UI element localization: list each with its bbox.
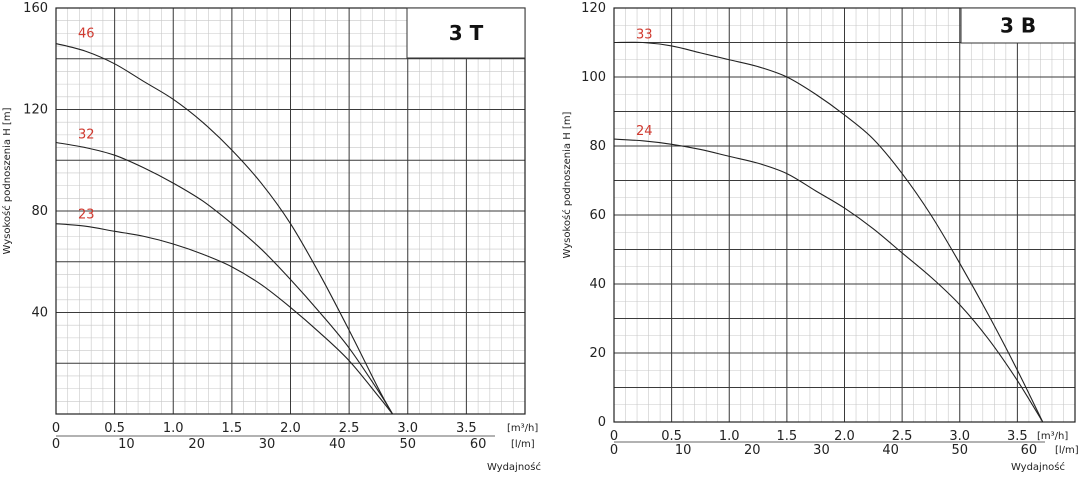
x2-tick-label: 60 — [470, 437, 487, 452]
y-tick-label: 160 — [23, 1, 48, 16]
x2-tick-label: 60 — [1021, 443, 1038, 458]
x-tick-label: 2.0 — [834, 429, 855, 444]
series-line-46 — [55, 42, 393, 415]
x-axis-label-3t: Wydajność — [487, 461, 541, 473]
x-tick-label: 2.5 — [892, 429, 913, 444]
x2-unit-3b: [l/m] — [1055, 445, 1079, 456]
x-tick-label: 3.0 — [949, 429, 970, 444]
x-tick-label: 1.5 — [222, 421, 243, 436]
series-label-46: 46 — [78, 27, 95, 42]
y-axis-label-3t: Wysokość podnoszenia H [m] — [1, 107, 13, 254]
x-unit-3t: [m³/h] — [507, 423, 538, 434]
series-label-32: 32 — [78, 127, 95, 142]
y-tick-label: 120 — [23, 103, 48, 118]
x2-tick-labels-3t: 0 10 20 30 40 50 60 — [52, 435, 495, 452]
x2-unit-3t: [l/m] — [511, 439, 535, 450]
y-tick-label: 120 — [581, 1, 606, 16]
y-tick-labels-3t: 40 80 120 160 — [23, 1, 48, 321]
x-tick-label: 3.5 — [1007, 429, 1028, 444]
title-box-3b — [960, 7, 1076, 44]
x2-tick-label: 50 — [951, 443, 968, 458]
x2-tick-label: 40 — [329, 437, 346, 452]
y-tick-label: 80 — [31, 204, 48, 219]
x2-tick-label: 20 — [744, 443, 761, 458]
x2-tick-label: 40 — [882, 443, 899, 458]
x2-tick-labels-3b: 0 10 20 30 40 50 60 — [610, 441, 1045, 458]
major-grid-3t — [55, 7, 526, 415]
x-tick-label: 1.0 — [719, 429, 740, 444]
series-label-33: 33 — [636, 28, 653, 43]
y-tick-label: 60 — [589, 208, 606, 223]
y-tick-label: 20 — [589, 346, 606, 361]
title-box-3t — [406, 7, 526, 59]
y-axis-label-3b: Wysokość podnoszenia H [m] — [561, 111, 573, 258]
x2-tick-label: 0 — [610, 443, 618, 458]
x2-tick-label: 0 — [52, 437, 60, 452]
x2-tick-label: 20 — [188, 437, 205, 452]
series-line-23 — [55, 223, 393, 415]
chart-title-3t: 3 T — [449, 21, 484, 45]
plot-frame — [613, 7, 1076, 423]
x-tick-label: 2.0 — [280, 421, 301, 436]
plot-frame — [55, 7, 526, 415]
x-tick-label: 3.5 — [456, 421, 477, 436]
series-label-24: 24 — [636, 124, 653, 139]
y-tick-label: 40 — [589, 277, 606, 292]
y-tick-label: 100 — [581, 70, 606, 85]
y-tick-label: 0 — [598, 415, 606, 430]
x-unit-3b: [m³/h] — [1037, 431, 1068, 442]
series-line-24 — [613, 138, 1044, 423]
chart-title-3b: 3 B — [1000, 14, 1036, 38]
curves-3t: 46 32 23 — [55, 27, 393, 415]
x-tick-label: 1.5 — [777, 429, 798, 444]
y-tick-label: 40 — [31, 306, 48, 321]
x-tick-label: 3.0 — [397, 421, 418, 436]
x-tick-label: 0 — [52, 421, 60, 436]
series-line-33 — [613, 41, 1044, 423]
x-axis-label-3b: Wydajność — [1011, 461, 1065, 473]
x2-tick-label: 50 — [399, 437, 416, 452]
y-tick-label: 80 — [589, 139, 606, 154]
series-line-32 — [55, 141, 393, 415]
x2-tick-label: 30 — [259, 437, 276, 452]
x-tick-labels-3t: 0 0.5 1.0 1.5 2.0 2.5 3.0 3.5 — [52, 421, 477, 436]
y-tick-labels-3b: 0 20 40 60 80 100 120 — [581, 1, 606, 430]
x2-tick-label: 10 — [118, 437, 135, 452]
x-tick-label: 1.0 — [163, 421, 184, 436]
series-label-23: 23 — [78, 208, 95, 223]
x-tick-label: 0 — [610, 429, 618, 444]
chart-3t: 46 32 23 3 T 40 80 120 160 0 0.5 1.0 1.5 2.0 2.5 3.… — [1, 1, 541, 473]
x-tick-labels-3b: 0 0.5 1.0 1.5 2.0 2.5 3.0 3.5 — [610, 429, 1028, 444]
x-tick-label: 2.5 — [339, 421, 360, 436]
x-tick-label: 0.5 — [104, 421, 125, 436]
x2-tick-label: 10 — [675, 443, 692, 458]
curves-3b: 33 24 — [613, 28, 1044, 423]
x-tick-label: 0.5 — [661, 429, 682, 444]
x2-tick-label: 30 — [813, 443, 830, 458]
